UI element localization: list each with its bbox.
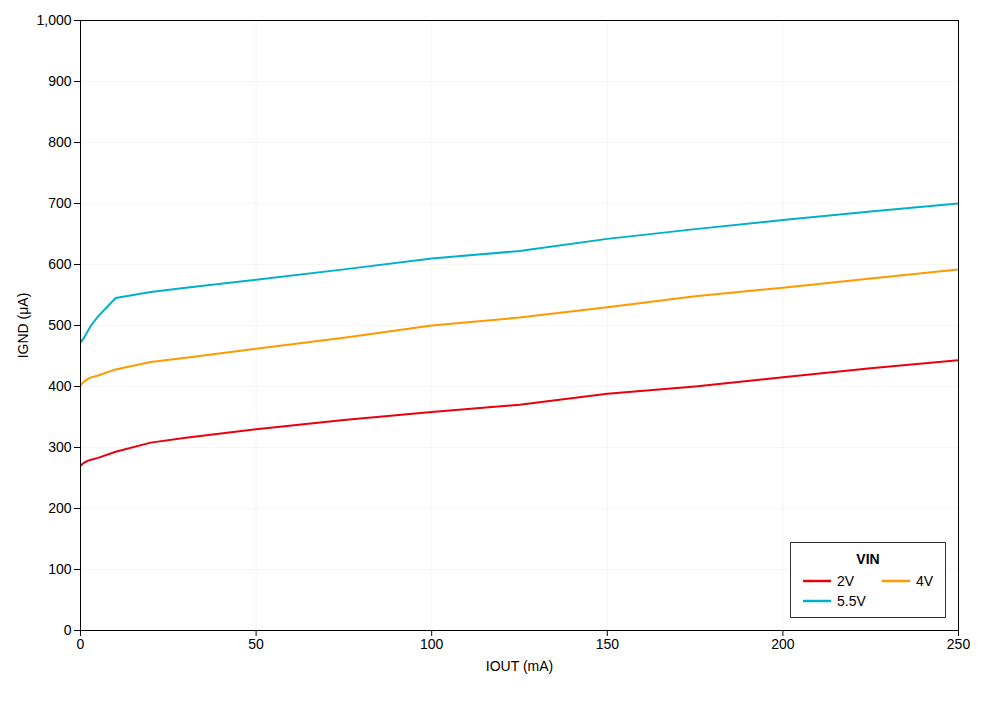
- svg-text:700: 700: [48, 195, 72, 211]
- html-text:5.5V: 5.5V: [837, 593, 866, 609]
- svg-text:400: 400: [48, 378, 72, 394]
- svg-text:IOUT (mA): IOUT (mA): [486, 658, 553, 674]
- svg-text:150: 150: [596, 636, 620, 652]
- html-text:4V: 4V: [915, 573, 933, 589]
- svg-text:IGND (μA): IGND (μA): [15, 293, 31, 359]
- svg-text:1,000: 1,000: [36, 12, 71, 28]
- svg-text:800: 800: [48, 134, 72, 150]
- html-text:VIN: VIN: [856, 551, 880, 567]
- svg-text:600: 600: [48, 256, 72, 272]
- svg-text:500: 500: [48, 317, 72, 333]
- svg-text:300: 300: [48, 439, 72, 455]
- svg-text:900: 900: [48, 73, 72, 89]
- svg-text:0: 0: [64, 622, 72, 638]
- svg-text:100: 100: [420, 636, 444, 652]
- svg-text:50: 50: [248, 636, 264, 652]
- svg-text:100: 100: [48, 561, 72, 577]
- svg-text:200: 200: [48, 500, 72, 516]
- svg-text:250: 250: [947, 636, 971, 652]
- svg-text:0: 0: [77, 636, 85, 652]
- html-text:2V: 2V: [837, 573, 855, 589]
- svg-text:200: 200: [771, 636, 795, 652]
